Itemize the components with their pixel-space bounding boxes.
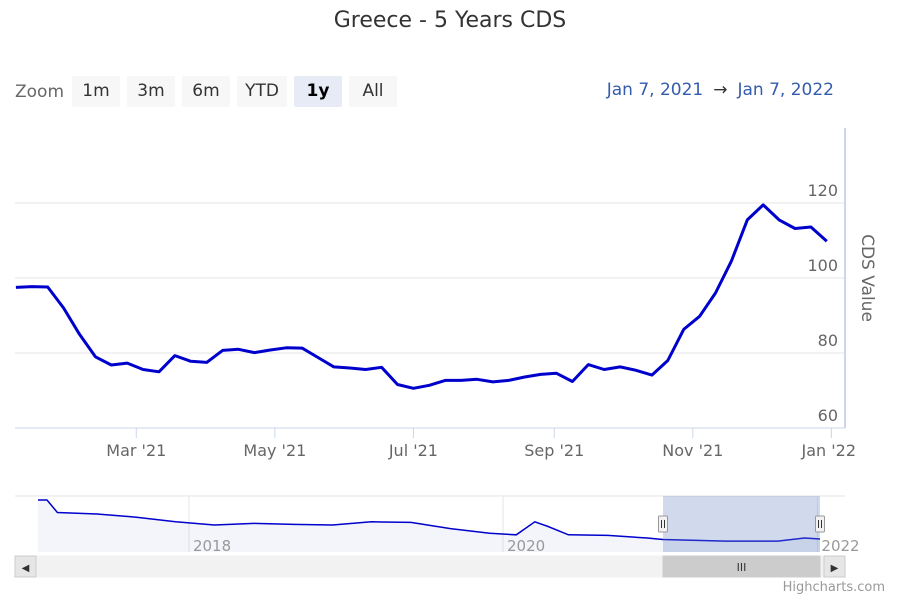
zoom-1m-button[interactable]: 1m bbox=[72, 76, 120, 107]
zoom-ytd-button[interactable]: YTD bbox=[237, 76, 287, 107]
navigator-labels: 2018 2020 2022 bbox=[193, 537, 860, 555]
x-tick-label: Nov '21 bbox=[662, 441, 723, 460]
navigator-selected-range[interactable] bbox=[662, 496, 820, 552]
zoom-1y-button[interactable]: 1y bbox=[294, 76, 342, 107]
x-tick-label: Sep '21 bbox=[524, 441, 584, 460]
x-tick-label: May '21 bbox=[243, 441, 306, 460]
navigator-right-handle[interactable] bbox=[815, 515, 825, 533]
scrollbar-grip-icon: III bbox=[737, 561, 747, 574]
series-line bbox=[15, 203, 828, 390]
y-axis-ticks: 60 80 100 120 bbox=[807, 181, 838, 425]
range-to-input[interactable]: Jan 7, 2022 bbox=[737, 80, 835, 100]
zoom-6m-button[interactable]: 6m bbox=[182, 76, 230, 107]
chart-title: Greece - 5 Years CDS bbox=[333, 8, 567, 33]
scroll-right-icon: ▶ bbox=[831, 563, 839, 574]
scrollbar[interactable]: ◀ ▶ III bbox=[14, 555, 846, 578]
navigator-area bbox=[38, 500, 820, 552]
y-tick-label: 80 bbox=[818, 331, 838, 350]
zoom-label: Zoom bbox=[15, 82, 65, 102]
scrollbar-right-button[interactable] bbox=[823, 555, 846, 578]
grid-lines bbox=[15, 202, 845, 429]
navigator-x-label: 2022 bbox=[821, 537, 859, 555]
y-tick-label: 60 bbox=[818, 406, 838, 425]
scrollbar-thumb[interactable] bbox=[662, 555, 821, 578]
zoom-3m-button[interactable]: 3m bbox=[127, 76, 175, 107]
y-axis-title: CDS Value bbox=[857, 234, 877, 322]
y-tick-label: 120 bbox=[807, 181, 838, 200]
scrollbar-left-button[interactable] bbox=[14, 555, 37, 578]
zoom-all-button[interactable]: All bbox=[349, 76, 397, 107]
scroll-left-icon: ◀ bbox=[22, 563, 30, 574]
navigator-line bbox=[38, 499, 821, 542]
range-from-input[interactable]: Jan 7, 2021 bbox=[606, 80, 704, 100]
navigator-x-label: 2020 bbox=[507, 537, 545, 555]
series-points bbox=[15, 204, 827, 389]
range-arrow-icon: → bbox=[713, 80, 728, 100]
x-tick-label: Jan '22 bbox=[800, 441, 856, 460]
navigator[interactable]: 2018 2020 2022 bbox=[15, 495, 860, 555]
y-tick-label: 100 bbox=[807, 256, 838, 275]
x-axis-ticks: Mar '21 May '21 Jul '21 Sep '21 Nov '21 Jan '… bbox=[106, 428, 856, 460]
date-range: Jan 7, 2021 → Jan 7, 2022 bbox=[607, 80, 834, 100]
credits-link[interactable]: Highcharts.com bbox=[782, 580, 885, 595]
x-tick-label: Mar '21 bbox=[106, 441, 166, 460]
navigator-x-label: 2018 bbox=[193, 537, 231, 555]
x-tick-label: Jul '21 bbox=[388, 441, 438, 460]
navigator-left-handle[interactable] bbox=[657, 515, 668, 533]
